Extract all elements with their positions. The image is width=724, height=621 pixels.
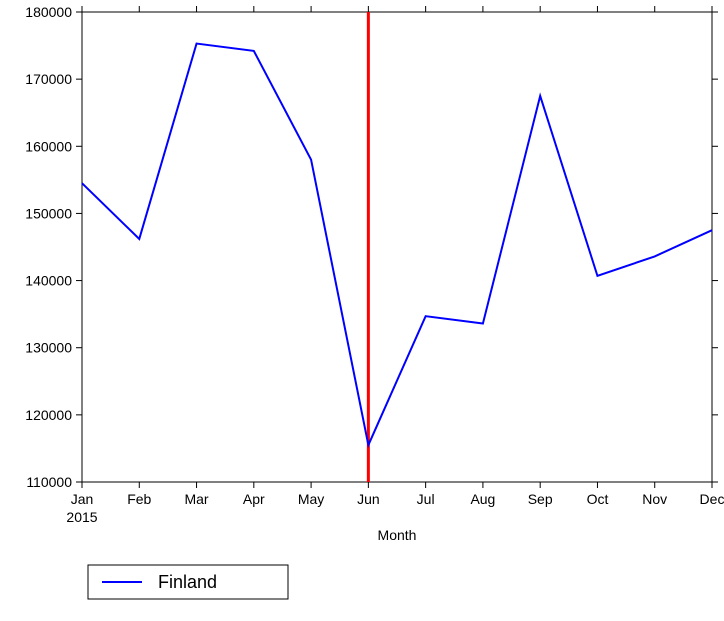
x-axis-label: Month: [378, 527, 417, 543]
y-tick-label: 130000: [25, 340, 72, 356]
x-tick-label: Jul: [417, 491, 435, 507]
series-line: [82, 44, 712, 446]
chart-svg: 110000 120000 130000 140000 150000 160000 1700…: [0, 0, 724, 621]
legend-label: Finland: [158, 572, 217, 592]
year-label: 2015: [66, 509, 97, 525]
y-tick-label: 160000: [25, 138, 72, 154]
x-tick-label: Sep: [528, 491, 553, 507]
x-tick-label: Jun: [357, 491, 380, 507]
x-tick-label: Nov: [642, 491, 667, 507]
x-tick-label: Dec: [700, 491, 724, 507]
x-tick-label: Jan: [71, 491, 94, 507]
x-tick-label: Aug: [470, 491, 495, 507]
y-tick-label: 140000: [25, 273, 72, 289]
y-tick-label: 120000: [25, 407, 72, 423]
y-tick-label: 180000: [25, 4, 72, 20]
plot-frame: [82, 12, 712, 482]
y-tick-label: 150000: [25, 205, 72, 221]
x-tick-label: Oct: [587, 491, 609, 507]
x-tick-label: May: [298, 491, 324, 507]
y-tick-label: 110000: [26, 474, 72, 490]
y-tick-label: 170000: [25, 71, 72, 87]
x-tick-label: Apr: [243, 491, 265, 507]
line-chart: 110000 120000 130000 140000 150000 160000 1700…: [0, 0, 724, 621]
x-tick-label: Feb: [127, 491, 151, 507]
x-tick-label: Mar: [184, 491, 208, 507]
